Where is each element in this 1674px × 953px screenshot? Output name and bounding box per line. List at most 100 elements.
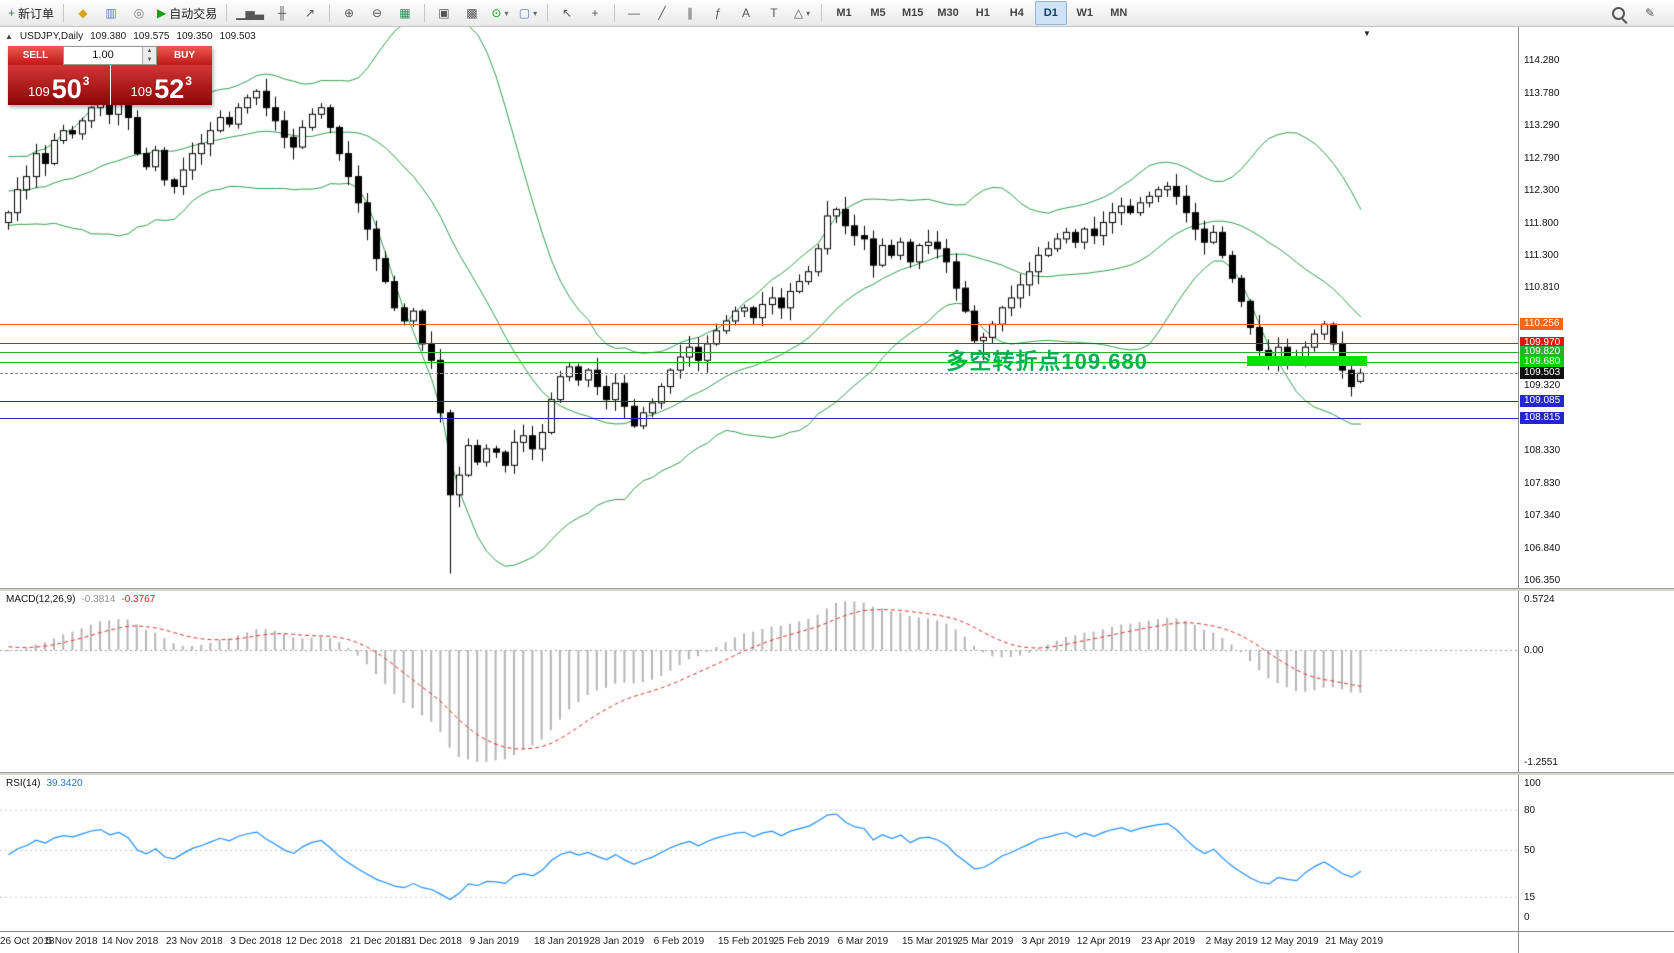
cascade-windows-button[interactable]: ▩: [459, 2, 485, 24]
macd-indicator-canvas[interactable]: [0, 591, 1518, 772]
timeframe-button-h4[interactable]: H4: [1009, 7, 1024, 19]
lot-up-icon[interactable]: ▲: [146, 48, 153, 54]
time-tick-label: 15 Mar 2019: [902, 936, 959, 947]
timeframe-button-d1[interactable]: D1: [1034, 1, 1067, 25]
text-button[interactable]: A: [733, 2, 759, 24]
panel-divider[interactable]: [0, 588, 1674, 591]
price-tick-label: 106.350: [1524, 575, 1561, 587]
cursor-button[interactable]: ↖: [554, 2, 580, 24]
timeframe-button-w1[interactable]: W1: [1076, 7, 1094, 19]
hline-pivot-109680[interactable]: [0, 361, 1518, 363]
lot-down-icon[interactable]: ▼: [146, 56, 153, 63]
dropdown-caret-icon: ▾: [806, 8, 811, 18]
lot-size-field[interactable]: 1.00 ▲ ▼: [63, 46, 157, 65]
templates-button[interactable]: ▢ ▾: [515, 2, 541, 24]
hline-resistance-110256[interactable]: [0, 323, 1518, 325]
rsi-scale-label: 15: [1524, 891, 1536, 903]
fibonacci-button[interactable]: ƒ: [705, 2, 731, 24]
crosshair-icon: +: [591, 6, 599, 20]
lot-spinner[interactable]: ▲ ▼: [142, 47, 156, 64]
buy-button[interactable]: BUY: [157, 46, 212, 65]
sell-price-button[interactable]: 109 50 3: [8, 65, 110, 105]
search-button[interactable]: [1605, 2, 1631, 24]
time-tick-label: 23 Apr 2019: [1141, 936, 1196, 947]
fibonacci-icon: ƒ: [714, 6, 722, 20]
rsi-label-row: RSI(14) 39.3420: [6, 778, 83, 789]
data-window-button[interactable]: ▥: [98, 2, 124, 24]
time-tick-label: 12 Apr 2019: [1076, 936, 1131, 947]
text-label-button[interactable]: T: [761, 2, 787, 24]
zoom-in-button[interactable]: ⊕: [336, 2, 362, 24]
timeframe-button-h1[interactable]: H1: [975, 7, 990, 19]
trendline-icon: ╱: [658, 6, 666, 20]
new-order-button[interactable]: + 新订单: [5, 2, 57, 24]
edit-button[interactable]: ✎: [1637, 2, 1663, 24]
autotrade-button[interactable]: ▶ 自动交易: [154, 2, 220, 24]
arrange-windows-button[interactable]: ▣: [431, 2, 457, 24]
horizontal-line-icon: —: [627, 6, 640, 20]
dropdown-caret-icon: ▾: [533, 8, 538, 18]
toolbar-right-group: ✎: [1605, 2, 1669, 24]
navigator-button[interactable]: ◎: [126, 2, 152, 24]
time-tick-label: 26 Oct 2018: [0, 936, 55, 947]
hline-bid-109503[interactable]: [0, 373, 1518, 375]
new-order-button-label: 新订单: [18, 6, 55, 21]
buy-price-button[interactable]: 109 52 3: [110, 65, 212, 105]
bar-chart-button[interactable]: ▁▅▃: [233, 2, 267, 24]
search-icon: [1611, 6, 1625, 20]
toolbar-separator: [820, 4, 822, 22]
candlestick-icon: ╫: [277, 6, 287, 20]
timeframe-button-m5[interactable]: M5: [870, 7, 886, 19]
zoom-out-button[interactable]: ⊖: [364, 2, 390, 24]
tile-windows-button[interactable]: ▦: [392, 2, 418, 24]
autotrade-button-label: 自动交易: [169, 6, 218, 21]
price-scale-separator: [1518, 27, 1519, 953]
lot-size-value[interactable]: 1.00: [92, 49, 114, 61]
horizontal-line-button[interactable]: —: [621, 2, 647, 24]
price-tick-label: 109.320: [1524, 380, 1561, 392]
hline-resistance-109970[interactable]: [0, 342, 1518, 344]
price-tick-label: 113.780: [1524, 87, 1560, 99]
pivot-annotation-text[interactable]: 多空转折点109.680: [946, 348, 1148, 374]
pivot-zone-rect[interactable]: [1247, 356, 1367, 366]
time-tick-label: 3 Dec 2018: [230, 936, 282, 947]
market-watch-button[interactable]: ◆: [70, 2, 96, 24]
hline-support-108815[interactable]: [0, 418, 1518, 420]
timeframe-button-mn[interactable]: MN: [1110, 7, 1128, 19]
dropdown-caret-icon: ▾: [504, 8, 509, 18]
timeframe-button-m30[interactable]: M30: [937, 7, 959, 19]
tile-windows-icon: ▦: [399, 6, 411, 20]
candlestick-chart-button[interactable]: ╫: [269, 2, 295, 24]
toolbar-separator: [613, 4, 615, 22]
price-chart-canvas[interactable]: [0, 27, 1518, 588]
indicators-button[interactable]: ⊙ ▾: [487, 2, 513, 24]
market-watch-icon: ◆: [78, 6, 88, 20]
price-tick-label: 113.290: [1524, 119, 1560, 131]
panel-divider[interactable]: [0, 772, 1674, 775]
price-tick-label: 111.300: [1524, 250, 1559, 262]
sell-price-pips: 3: [82, 74, 90, 88]
cursor-icon: ↖: [561, 6, 572, 20]
channel-button[interactable]: ∥: [677, 2, 703, 24]
toolbar: + 新订单 ◆ ▥ ◎ ▶ 自动交易 ▁▅▃ ╫ ↗ ⊕ ⊖ ▦ ▣ ▩ ⊙ ▾ ▢ ▾ ↖ + — ╱ ∥ ƒ A T △ ▾ M1 M5…: [0, 0, 1674, 27]
cascade-windows-icon: ▩: [466, 6, 478, 20]
zoom-out-icon: ⊖: [371, 6, 382, 20]
line-chart-button[interactable]: ↗: [297, 2, 323, 24]
hline-support-109085[interactable]: [0, 400, 1518, 402]
hline-level-109820[interactable]: [0, 352, 1518, 354]
price-tick-label: 112.790: [1524, 152, 1560, 164]
rsi-indicator-canvas[interactable]: [0, 775, 1518, 931]
time-tick-label: 23 Nov 2018: [166, 936, 223, 947]
new-order-icon: +: [8, 6, 16, 20]
trendline-button[interactable]: ╱: [649, 2, 675, 24]
shapes-button[interactable]: △ ▾: [789, 2, 815, 24]
chart-shift-marker-icon[interactable]: ▼: [1363, 29, 1371, 38]
crosshair-button[interactable]: +: [582, 2, 608, 24]
one-click-toggle-icon[interactable]: ▲: [5, 32, 13, 41]
toolbar-separator: [423, 4, 425, 22]
sell-button[interactable]: SELL: [8, 46, 63, 65]
sell-price-prefix: 109: [28, 84, 50, 99]
timeframe-button-m1[interactable]: M1: [836, 7, 852, 19]
pencil-icon: ✎: [1644, 6, 1656, 20]
timeframe-button-m15[interactable]: M15: [901, 7, 924, 19]
